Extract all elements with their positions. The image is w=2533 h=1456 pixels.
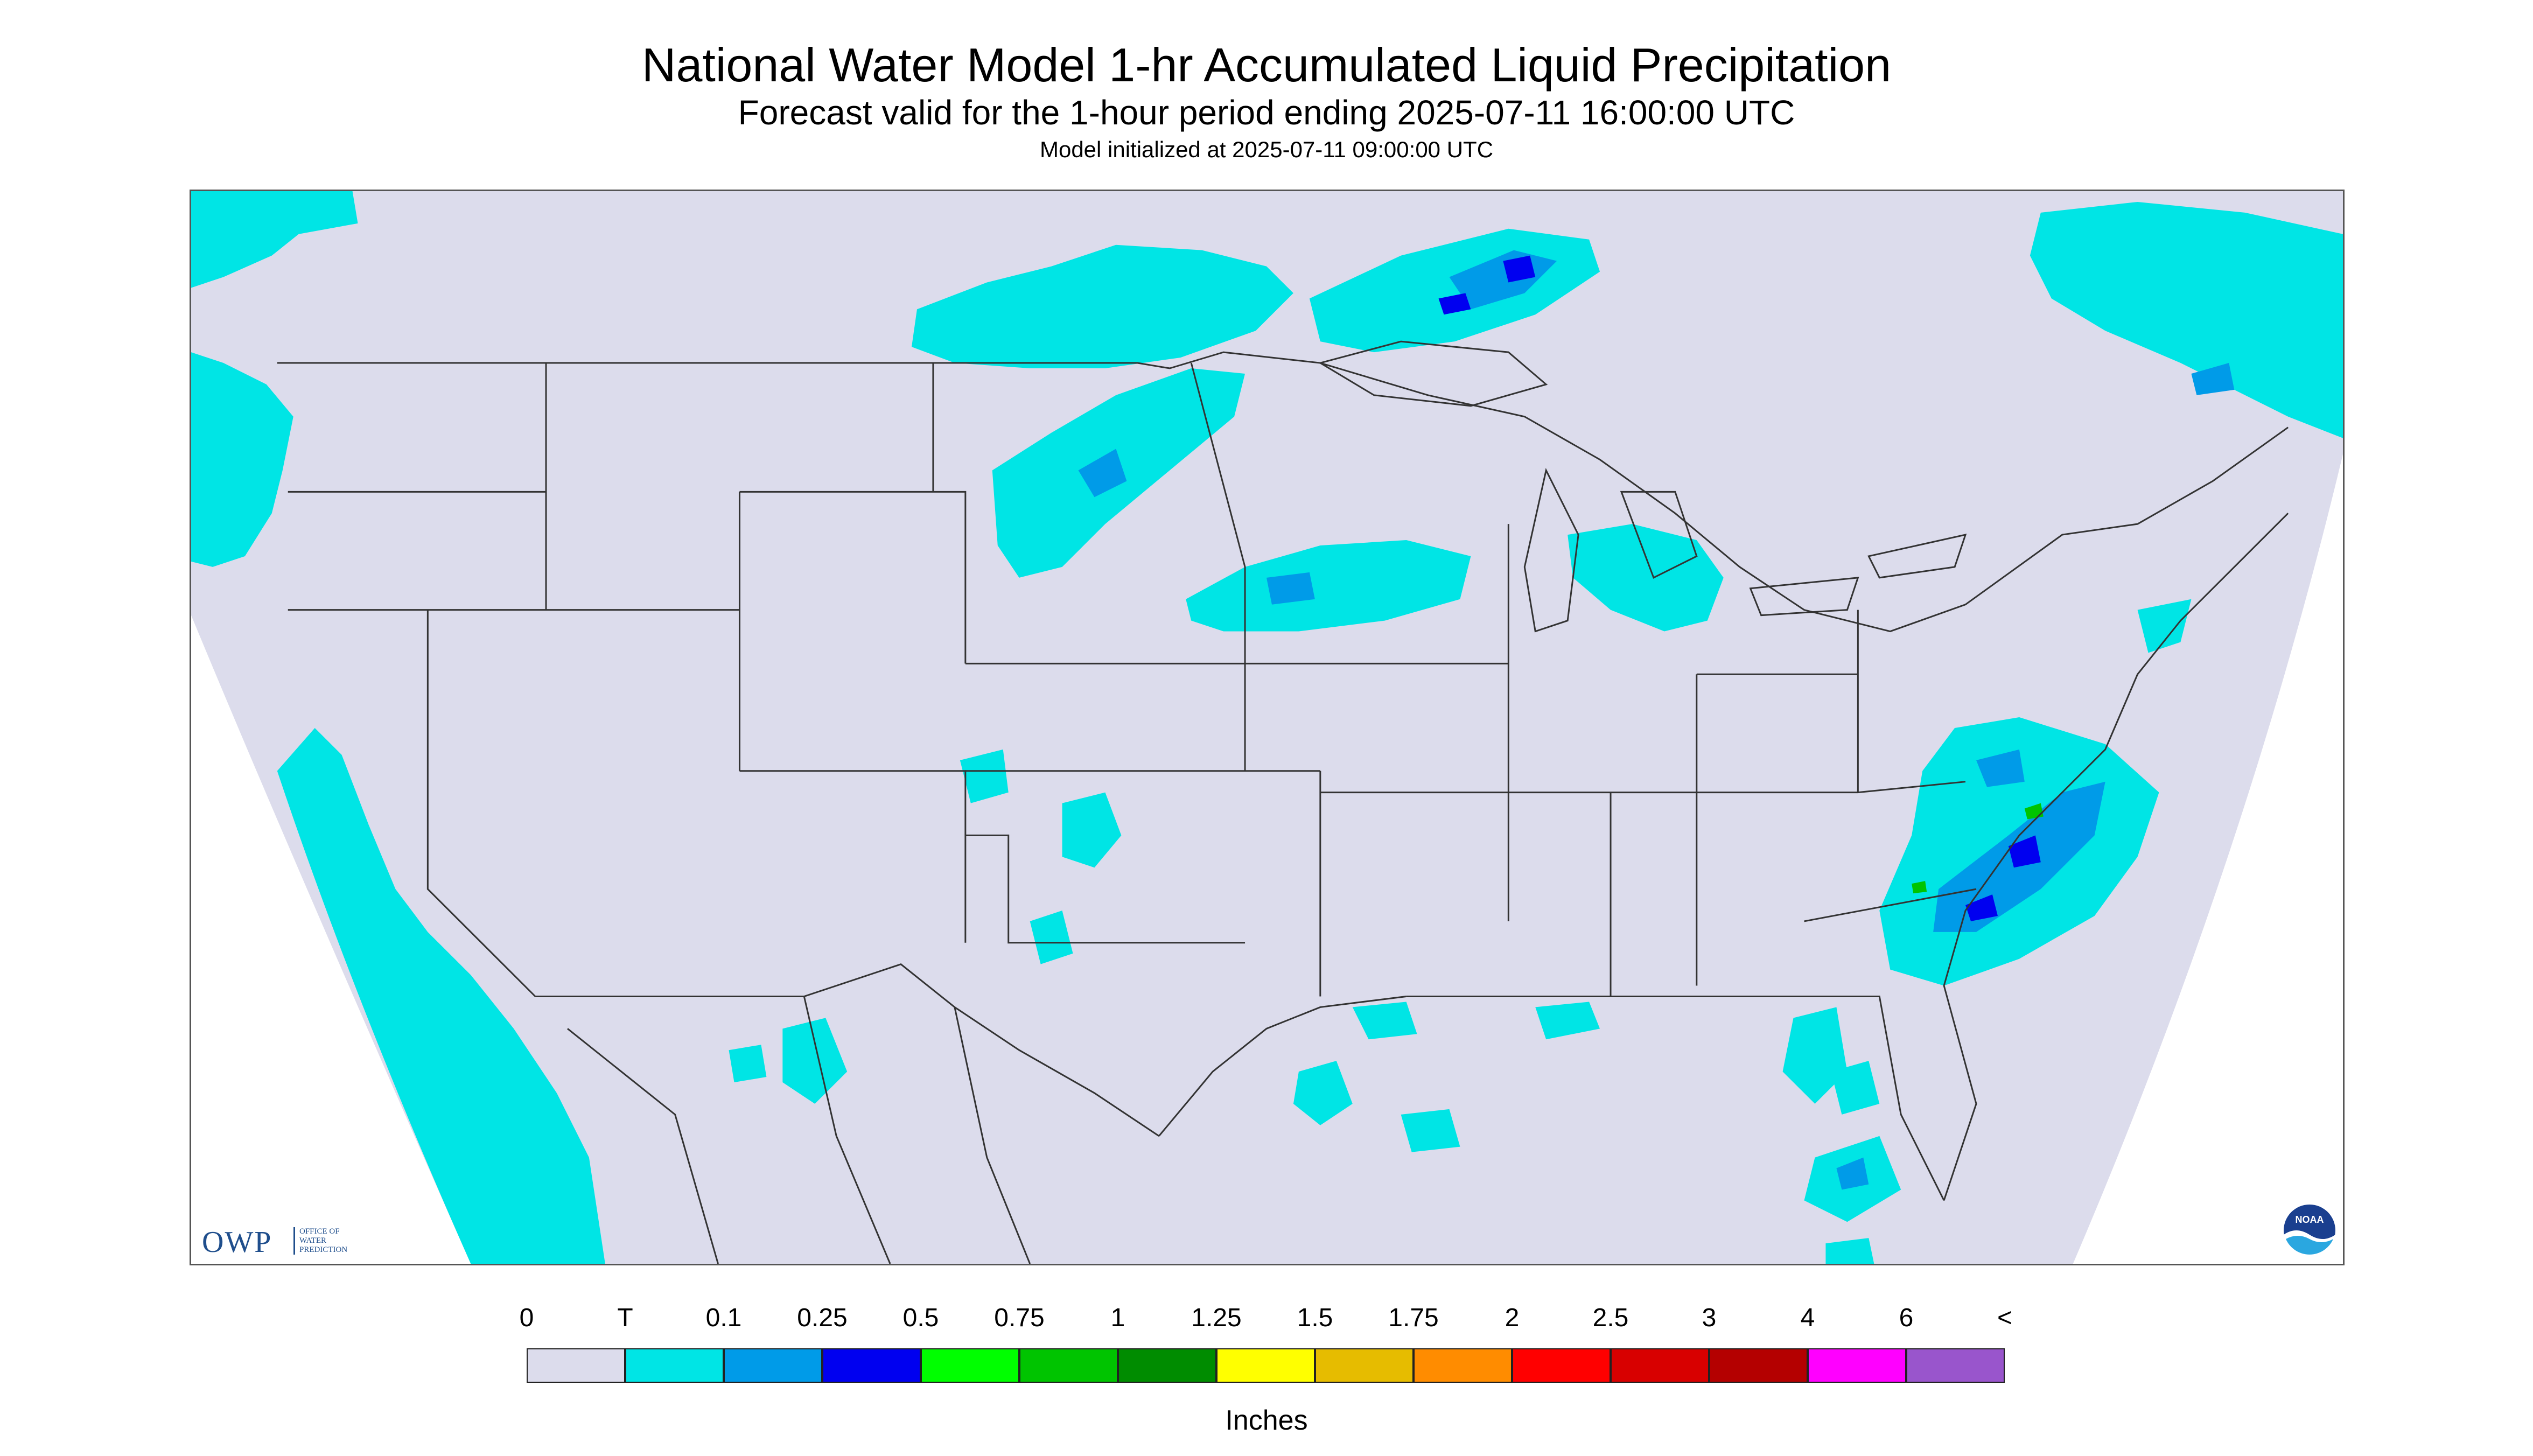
- precip-region: [729, 1045, 767, 1083]
- precip-region: [1030, 910, 1073, 964]
- precip-region: [1186, 540, 1471, 632]
- noaa-logo-icon: NOAA: [2284, 1205, 2335, 1257]
- legend-label: 3: [1702, 1304, 1717, 1332]
- legend-swatch: [1118, 1348, 1216, 1383]
- owp-logo-subtext: OFFICE OF WATER PREDICTION: [293, 1227, 347, 1255]
- legend-swatch: [1019, 1348, 1118, 1383]
- legend-swatch: [1808, 1348, 1906, 1383]
- legend-swatch: [1315, 1348, 1414, 1383]
- precip-region: [191, 352, 293, 567]
- map-subtitle: Forecast valid for the 1-hour period end…: [738, 93, 1795, 132]
- political-boundaries: [277, 340, 2289, 1264]
- precipitation-map: OWP OFFICE OF WATER PREDICTION NOAA: [190, 190, 2345, 1265]
- legend-swatch: [1512, 1348, 1611, 1383]
- precip-region: [1266, 572, 1315, 605]
- precip-layer: [191, 191, 2343, 1264]
- map-canvas: [191, 191, 2343, 1264]
- legend-swatch: [1709, 1348, 1808, 1383]
- precip-region: [1438, 293, 1471, 315]
- precip-region: [911, 244, 1293, 369]
- legend-label: 0.25: [797, 1304, 848, 1332]
- precip-region: [1965, 894, 1998, 921]
- legend-label: 1.75: [1388, 1304, 1439, 1332]
- legend-label: 1.5: [1297, 1304, 1333, 1332]
- legend-label: 0.75: [994, 1304, 1045, 1332]
- model-init-text: Model initialized at 2025-07-11 09:00:00…: [1039, 137, 1494, 162]
- legend-swatch: [921, 1348, 1019, 1383]
- precip-region: [1401, 1109, 1460, 1152]
- precip-region: [2137, 599, 2192, 653]
- precip-region: [277, 727, 605, 1264]
- precip-region: [1078, 449, 1127, 498]
- legend-label: T: [617, 1304, 633, 1332]
- precip-region: [1912, 881, 1927, 894]
- legend-label: 1: [1110, 1304, 1125, 1332]
- precip-region: [960, 749, 1009, 803]
- precip-region: [1976, 749, 2025, 787]
- noaa-logo-text: NOAA: [2296, 1214, 2324, 1225]
- legend-swatch: [1611, 1348, 1709, 1383]
- legend-swatch: [1414, 1348, 1512, 1383]
- precip-region: [782, 1018, 848, 1104]
- legend-label: 2: [1505, 1304, 1520, 1332]
- precip-region: [1535, 1002, 1600, 1040]
- precip-region: [1825, 1238, 1874, 1264]
- legend-label: 1.25: [1191, 1304, 1242, 1332]
- precip-region: [2008, 835, 2041, 868]
- legend-label: 6: [1899, 1304, 1914, 1332]
- precip-region: [1293, 1061, 1353, 1125]
- precip-region: [1782, 1007, 1848, 1104]
- precip-region: [2030, 201, 2343, 438]
- owp-logo: OWP OFFICE OF WATER PREDICTION: [202, 1225, 385, 1263]
- precip-region: [1831, 1061, 1880, 1115]
- legend-swatch: [1906, 1348, 2005, 1383]
- precip-region: [2191, 363, 2235, 395]
- legend-units: Inches: [1225, 1405, 1308, 1436]
- precip-region: [1503, 255, 1536, 283]
- legend-label: <: [1997, 1304, 2013, 1332]
- precip-region: [1836, 1157, 1869, 1190]
- legend-swatch: [724, 1348, 822, 1383]
- legend-label: 0: [519, 1304, 534, 1332]
- precip-region: [1062, 792, 1122, 868]
- owp-logo-text: OWP: [202, 1226, 272, 1259]
- map-title: National Water Model 1-hr Accumulated Li…: [641, 38, 1892, 92]
- legend-label: 0.5: [902, 1304, 939, 1332]
- legend-label: 0.1: [705, 1304, 742, 1332]
- precip-region: [1568, 524, 1724, 632]
- legend-swatch: [625, 1348, 724, 1383]
- legend-swatch: [822, 1348, 921, 1383]
- legend-label: 2.5: [1592, 1304, 1629, 1332]
- legend-label: 4: [1800, 1304, 1815, 1332]
- legend-swatch: [1216, 1348, 1315, 1383]
- precip-region: [191, 191, 358, 288]
- precip-region: [1352, 1002, 1417, 1040]
- legend-labels: 0 T 0.1 0.25 0.5 0.75 1 1.25 1.5 1.75 2 2.5 3 4 6 <: [0, 1303, 2533, 1335]
- legend-swatch: [527, 1348, 625, 1383]
